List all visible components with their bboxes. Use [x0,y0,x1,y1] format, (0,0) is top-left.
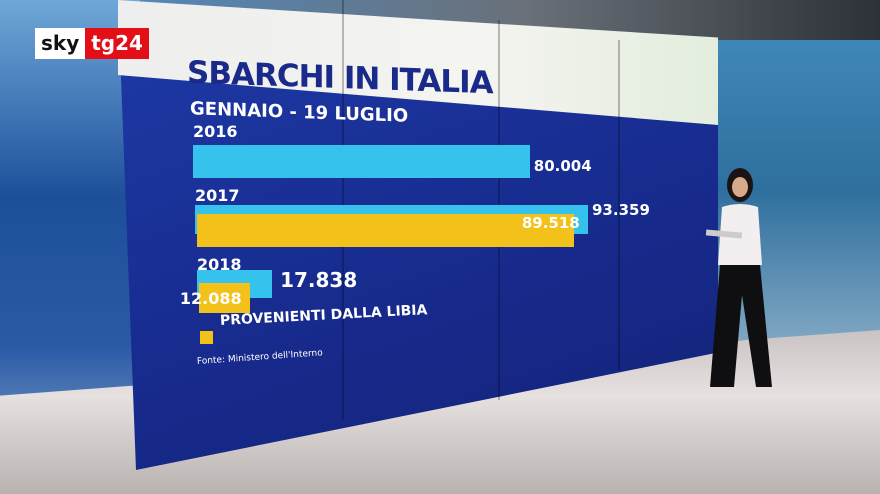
bar-libia-2017 [197,214,574,247]
logo-tg24: tg24 [85,28,149,59]
year-label: 2016 [193,122,238,141]
logo-sky: sky [35,28,86,59]
sky-tg24-logo: sky tg24 [35,28,149,59]
value-label-total: 93.359 [592,201,650,219]
year-label: 2017 [195,186,240,205]
screen-seam [618,40,620,370]
presenter [705,168,772,387]
value-label-total: 17.838 [280,268,358,292]
value-label-total: 80.004 [533,157,592,175]
value-label-libia: 89.518 [521,214,580,232]
value-label-libia: 12.088 [179,289,242,308]
legend-swatch [200,331,213,344]
bar-libia-2018 [199,283,250,313]
year-label: 2018 [197,255,242,274]
bar-total-2016 [193,145,530,178]
